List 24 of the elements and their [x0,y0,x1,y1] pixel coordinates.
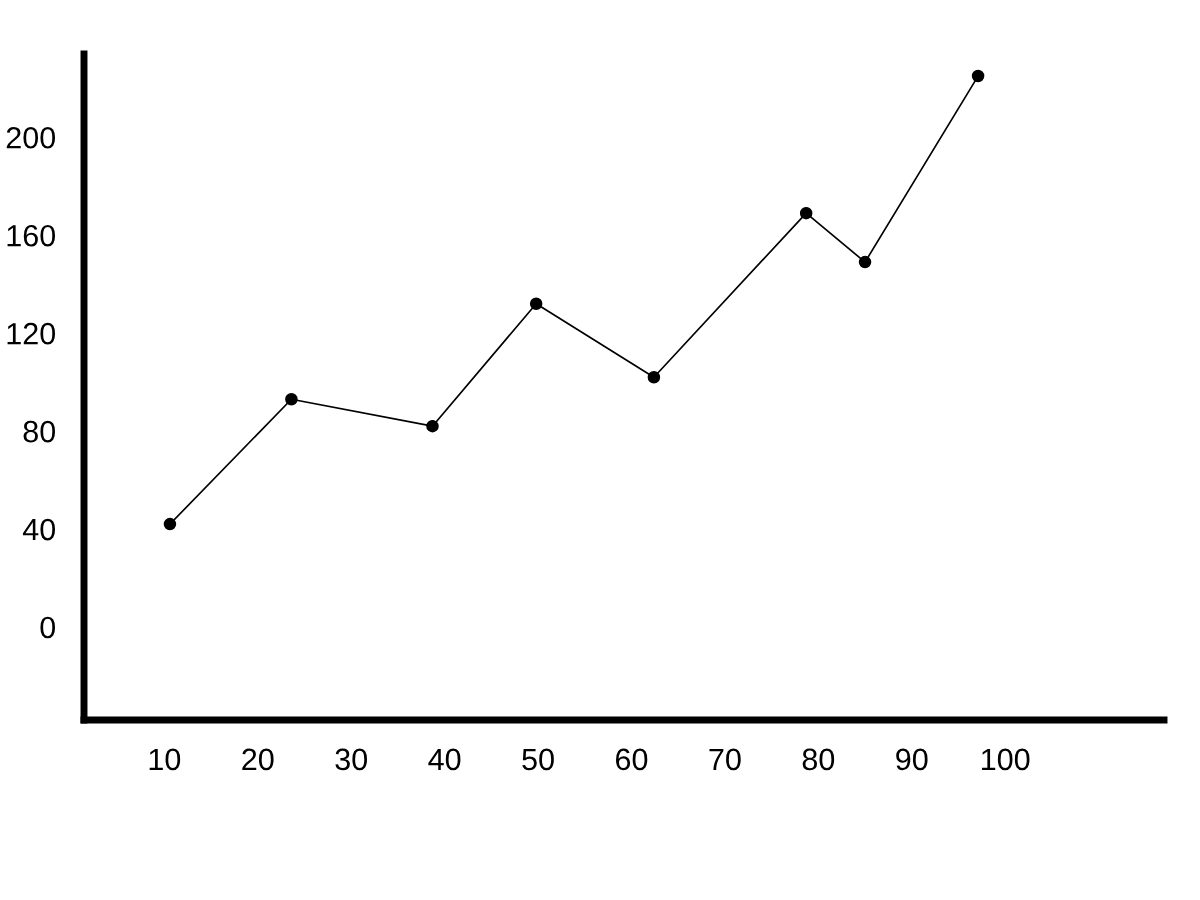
x-tick-label: 90 [896,748,928,771]
point [426,419,439,433]
point [799,206,813,220]
x-tick-label: 60 [616,748,648,771]
x-tick-label: 30 [335,748,367,771]
x-tick-label: 50 [522,748,554,771]
point [529,297,543,311]
point [971,69,985,83]
point [858,255,872,269]
x-tick-label: 100 [982,748,1030,771]
point [647,370,661,384]
y-tick-label: 200 [6,126,56,149]
x-tick-label: 70 [709,748,741,771]
y-tick-label: 120 [7,322,56,345]
y-tick-label: 160 [7,224,56,247]
x-tick-label: 80 [802,748,835,771]
x-tick-label: 40 [428,748,461,771]
y-tick-label: 80 [23,420,56,443]
x-tick-label: 10 [149,748,181,771]
point [163,517,177,531]
y-tick-label: 40 [22,518,56,541]
y-tick-label: 0 [40,616,56,639]
x-tick-label: 20 [242,748,274,771]
point [285,392,298,406]
